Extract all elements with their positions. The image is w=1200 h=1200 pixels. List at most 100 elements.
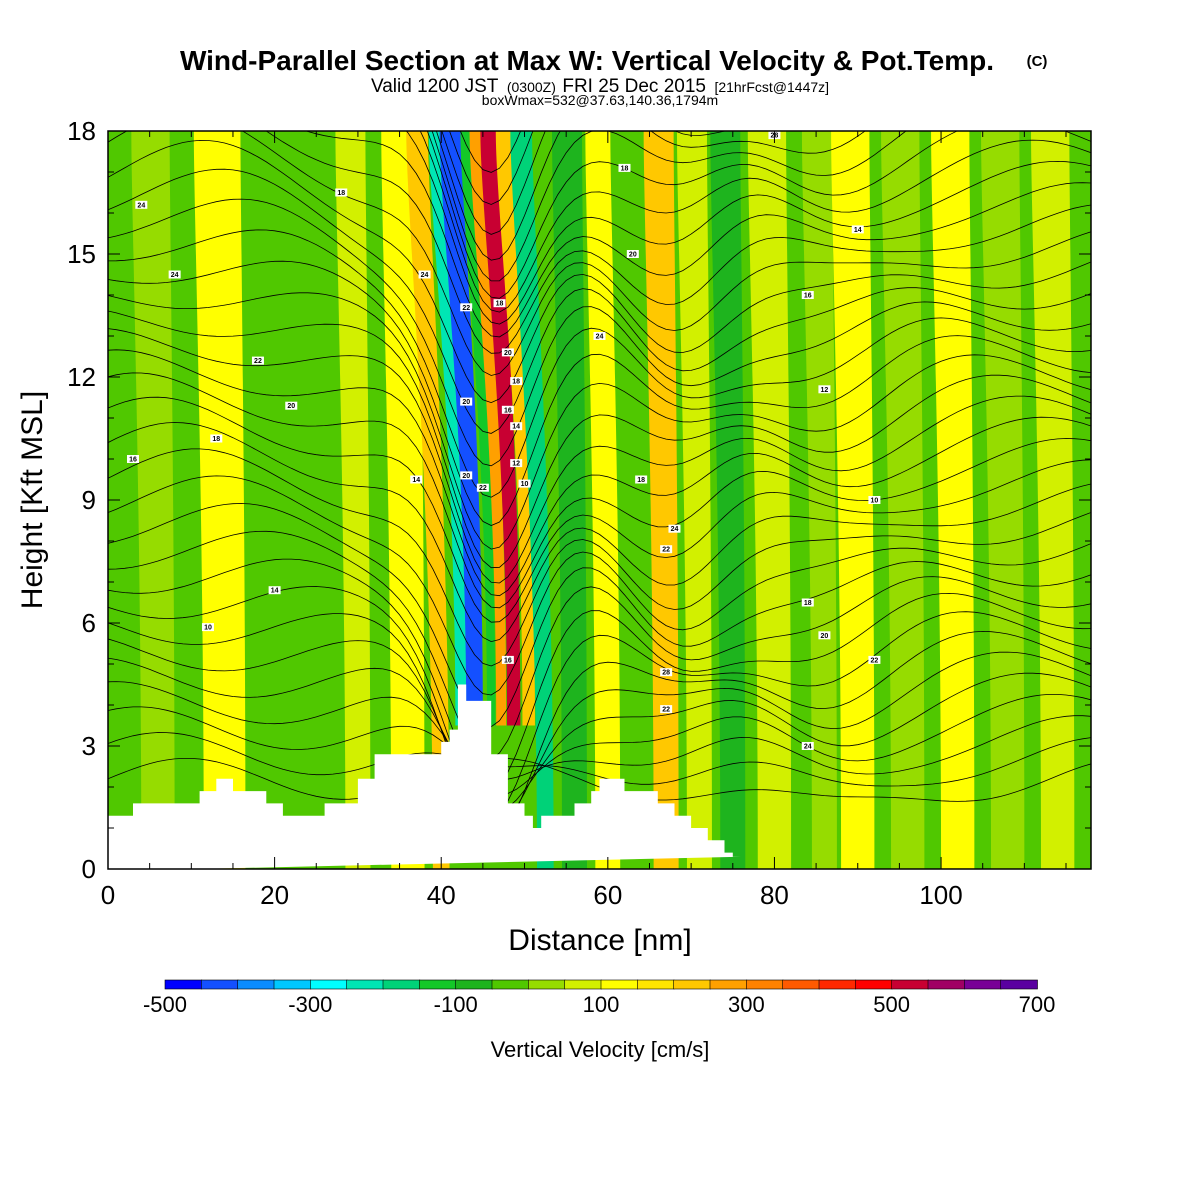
w-band-25: [1031, 131, 1075, 869]
theta-label-17: 18: [512, 379, 520, 386]
w-band-19: [747, 131, 792, 869]
colorbar-swatch-9: [491, 979, 530, 990]
theta-label-bg-30: [851, 225, 864, 234]
theta-label-bg-20: [510, 459, 523, 468]
theta-contour-6: [108, 613, 1091, 838]
y-tick-label-3: 9: [82, 485, 96, 515]
colorbar-swatch-22: [964, 979, 1002, 990]
w-band-4: [381, 131, 425, 869]
theta-label-bg-32: [868, 496, 881, 504]
theta-label-19: 14: [512, 424, 520, 431]
theta-label-30: 14: [854, 227, 862, 234]
theta-label-34: 20: [821, 633, 829, 640]
colorbar-tick-label-4: 300: [728, 992, 765, 1017]
w-band-22: [881, 131, 925, 869]
w-band-13: [552, 131, 588, 869]
theta-label-bg-10: [418, 270, 431, 279]
theta-label-13: 20: [462, 473, 470, 480]
theta-contours: [108, 131, 1091, 838]
w-band-17: [676, 131, 712, 869]
theta-contour-1: [108, 732, 1091, 787]
w-band-20: [801, 131, 837, 869]
theta-contour-23: [108, 168, 1091, 434]
theta-label-bg-18: [501, 405, 514, 414]
theta-label-bg-17: [510, 377, 523, 386]
chart-subtitle-2: boxWmax=532@37.63,140.36,1794m: [482, 92, 718, 108]
colorbar-swatch-23: [1000, 979, 1038, 990]
w-band-1: [193, 131, 246, 869]
w-band-2: [264, 131, 308, 869]
colorbar-swatch-3: [273, 979, 312, 990]
theta-contour-29: [419, 131, 1091, 313]
theta-label-11: 22: [462, 305, 470, 312]
colorbar-swatch-4: [310, 979, 348, 990]
colorbar-swatch-12: [600, 979, 639, 990]
y-tick-label-1: 3: [82, 731, 96, 761]
theta-label-bg-2: [251, 356, 264, 365]
theta-label-29: 16: [804, 293, 812, 300]
theta-label-32: 10: [871, 498, 879, 505]
theta-label-bg-15: [493, 299, 506, 308]
w-band-15: [610, 131, 646, 869]
theta-label-bg-25: [668, 524, 681, 533]
theta-contour-14: [108, 396, 1091, 623]
colorbar-swatch-19: [855, 979, 893, 990]
colorbar-tick-label-0: -500: [143, 992, 187, 1017]
terrain: [108, 684, 742, 869]
theta-label-3: 20: [287, 403, 295, 410]
theta-label-bg-0: [135, 200, 148, 209]
colorbar-swatch-20: [891, 979, 929, 990]
theta-label-35: 22: [871, 657, 879, 664]
theta-contour-11: [108, 475, 1091, 696]
theta-label-37: 28: [662, 670, 670, 677]
theta-label-bg-11: [460, 303, 473, 312]
y-tick-label-6: 18: [67, 116, 96, 146]
theta-label-bg-7: [201, 623, 214, 632]
colorbar-swatch-17: [782, 979, 820, 990]
theta-label-38: 22: [662, 707, 670, 714]
theta-label-bg-16: [501, 348, 514, 357]
theta-label-6: 14: [271, 588, 279, 595]
chart-title: Wind-Parallel Section at Max W: Vertical…: [180, 45, 994, 76]
theta-label-8: 18: [337, 190, 345, 197]
theta-contour-22: [108, 198, 1091, 467]
theta-contour-25: [108, 131, 1091, 376]
x-axis-label: Distance [nm]: [508, 924, 691, 957]
colorbar-swatch-18: [818, 979, 857, 990]
theta-contour-30: [426, 131, 1091, 299]
theta-contour-27: [305, 131, 1091, 338]
theta-label-bg-37: [660, 668, 673, 677]
w-band-7: [439, 131, 483, 726]
colorbar-swatch-21: [927, 979, 966, 990]
subtitle-zulu: (0300Z): [507, 79, 556, 95]
w-band-14: [585, 131, 621, 869]
theta-contour-20: [108, 260, 1091, 526]
theta-label-36: 24: [804, 744, 812, 751]
theta-label-31: 12: [821, 387, 829, 394]
theta-label-24: 22: [662, 547, 670, 554]
theta-label-bg-19: [510, 422, 523, 431]
x-tick-label-3: 60: [593, 880, 622, 910]
theta-label-bg-9: [410, 475, 423, 484]
w-band-3: [335, 131, 371, 869]
chart-subtitle-1: Valid 1200 JST (0300Z) FRI 25 Dec 2015 […: [371, 76, 829, 97]
x-tick-label-2: 40: [427, 880, 456, 910]
theta-label-16: 20: [504, 350, 512, 357]
colorbar-swatch-5: [346, 979, 384, 990]
colorbar-tick-label-3: 100: [583, 992, 620, 1017]
theta-label-bg-6: [268, 586, 281, 595]
theta-label-bg-3: [285, 401, 298, 410]
theta-contour-16: [108, 349, 1091, 597]
theta-contour-9: [108, 530, 1091, 760]
theta-label-0: 24: [137, 202, 145, 209]
theta-label-33: 18: [804, 600, 812, 607]
theta-label-bg-31: [818, 385, 831, 394]
colorbar-label: Vertical Velocity [cm/s]: [491, 1037, 710, 1062]
theta-label-bg-22: [501, 655, 514, 664]
theta-label-4: 18: [212, 436, 220, 443]
theta-contour-24: [108, 139, 1091, 404]
chart-title-mark: (C): [1027, 53, 1048, 70]
y-tick-label-0: 0: [82, 854, 96, 884]
colorbar-swatch-7: [419, 979, 457, 990]
theta-label-bg-29: [801, 291, 814, 299]
